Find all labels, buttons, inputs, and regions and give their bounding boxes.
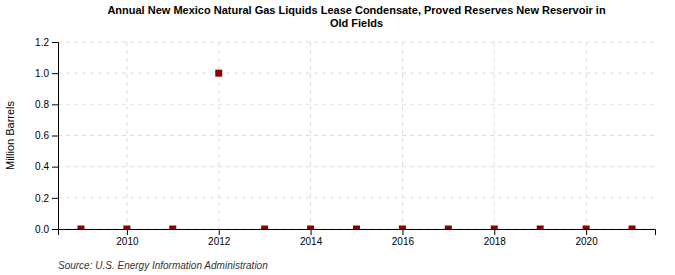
grid-line (58, 197, 655, 198)
x-tick-label: 2014 (300, 236, 323, 247)
x-tick: 2018 (484, 229, 507, 247)
y-axis: 0.0 0.2 0.4 0.6 0.8 1.0 1.2 (35, 37, 58, 235)
point (215, 70, 222, 77)
y-tick: 0.4 (35, 161, 58, 172)
y-tick: 1.2 (35, 37, 58, 48)
point (629, 226, 636, 230)
point (261, 226, 268, 230)
x-axis-line (59, 230, 656, 236)
point (491, 226, 498, 230)
point (77, 226, 84, 230)
grid-line (58, 73, 655, 74)
x-tick-mark (586, 229, 587, 235)
x-tick-mark (219, 229, 220, 235)
y-tick-mark (52, 167, 58, 168)
x-tick-label: 2020 (575, 236, 598, 247)
y-tick-mark (52, 229, 58, 230)
plot: 2010 2012 2014 2016 2018 2020 0.0 0.2 0.4 0.6 0.8 1… (35, 37, 655, 247)
title: Annual New Mexico Natural Gas Liquids Le… (107, 4, 606, 29)
chart: 2010 2012 2014 2016 2018 2020 0.0 0.2 0.4 0.6 0.8 1… (0, 0, 675, 275)
grid-line (310, 42, 311, 229)
grid-line (126, 42, 127, 229)
y-tick-mark (52, 198, 58, 199)
y-tick-mark (52, 42, 58, 43)
x-tick-mark (127, 229, 128, 235)
y-tick-label: 1.0 (35, 68, 49, 79)
y-tick: 0.8 (35, 99, 58, 110)
grid-line (402, 42, 403, 229)
y-tick-label: 1.2 (35, 37, 49, 48)
y-tick: 0.6 (35, 130, 58, 141)
point (307, 226, 314, 230)
source-note: Source: U.S. Energy Information Administ… (58, 260, 268, 271)
grid-line (58, 166, 655, 167)
y-tick: 1.0 (35, 68, 58, 79)
x-tick-label: 2016 (392, 236, 415, 247)
y-tick: 0.2 (35, 193, 58, 204)
point (169, 226, 176, 230)
y-tick-label: 0.0 (35, 224, 49, 235)
x-tick-label: 2018 (484, 236, 507, 247)
points (77, 70, 635, 229)
grid-line (494, 42, 495, 229)
y-axis-line (52, 43, 59, 230)
grid-line (586, 42, 587, 229)
y-tick-label: 0.4 (35, 161, 49, 172)
y-axis-label: Million Barrels (4, 100, 16, 170)
x-tick-mark (494, 229, 495, 235)
point (123, 226, 130, 230)
y-tick-mark (52, 136, 58, 137)
grid-line (58, 104, 655, 105)
y-tick: 0.0 (35, 224, 58, 235)
point (399, 226, 406, 230)
y-tick-label: 0.2 (35, 193, 49, 204)
point (537, 226, 544, 230)
y-tick-label: 0.8 (35, 99, 49, 110)
point (445, 226, 452, 230)
x-tick: 2016 (392, 229, 415, 247)
y-tick-label: 0.6 (35, 130, 49, 141)
x-tick: 2020 (575, 229, 598, 247)
grid-line (58, 42, 655, 43)
x-tick: 2014 (300, 229, 323, 247)
grid (58, 42, 655, 229)
x-tick-mark (402, 229, 403, 235)
x-tick: 2012 (208, 229, 231, 247)
grid-line (58, 135, 655, 136)
x-tick-mark (311, 229, 312, 235)
x-tick-label: 2010 (116, 236, 139, 247)
point (583, 226, 590, 230)
y-tick-mark (52, 104, 58, 105)
point (353, 226, 360, 230)
y-tick-mark (52, 73, 58, 74)
x-tick-label: 2012 (208, 236, 231, 247)
x-tick: 2010 (116, 229, 139, 247)
x-axis: 2010 2012 2014 2016 2018 2020 (59, 229, 656, 247)
